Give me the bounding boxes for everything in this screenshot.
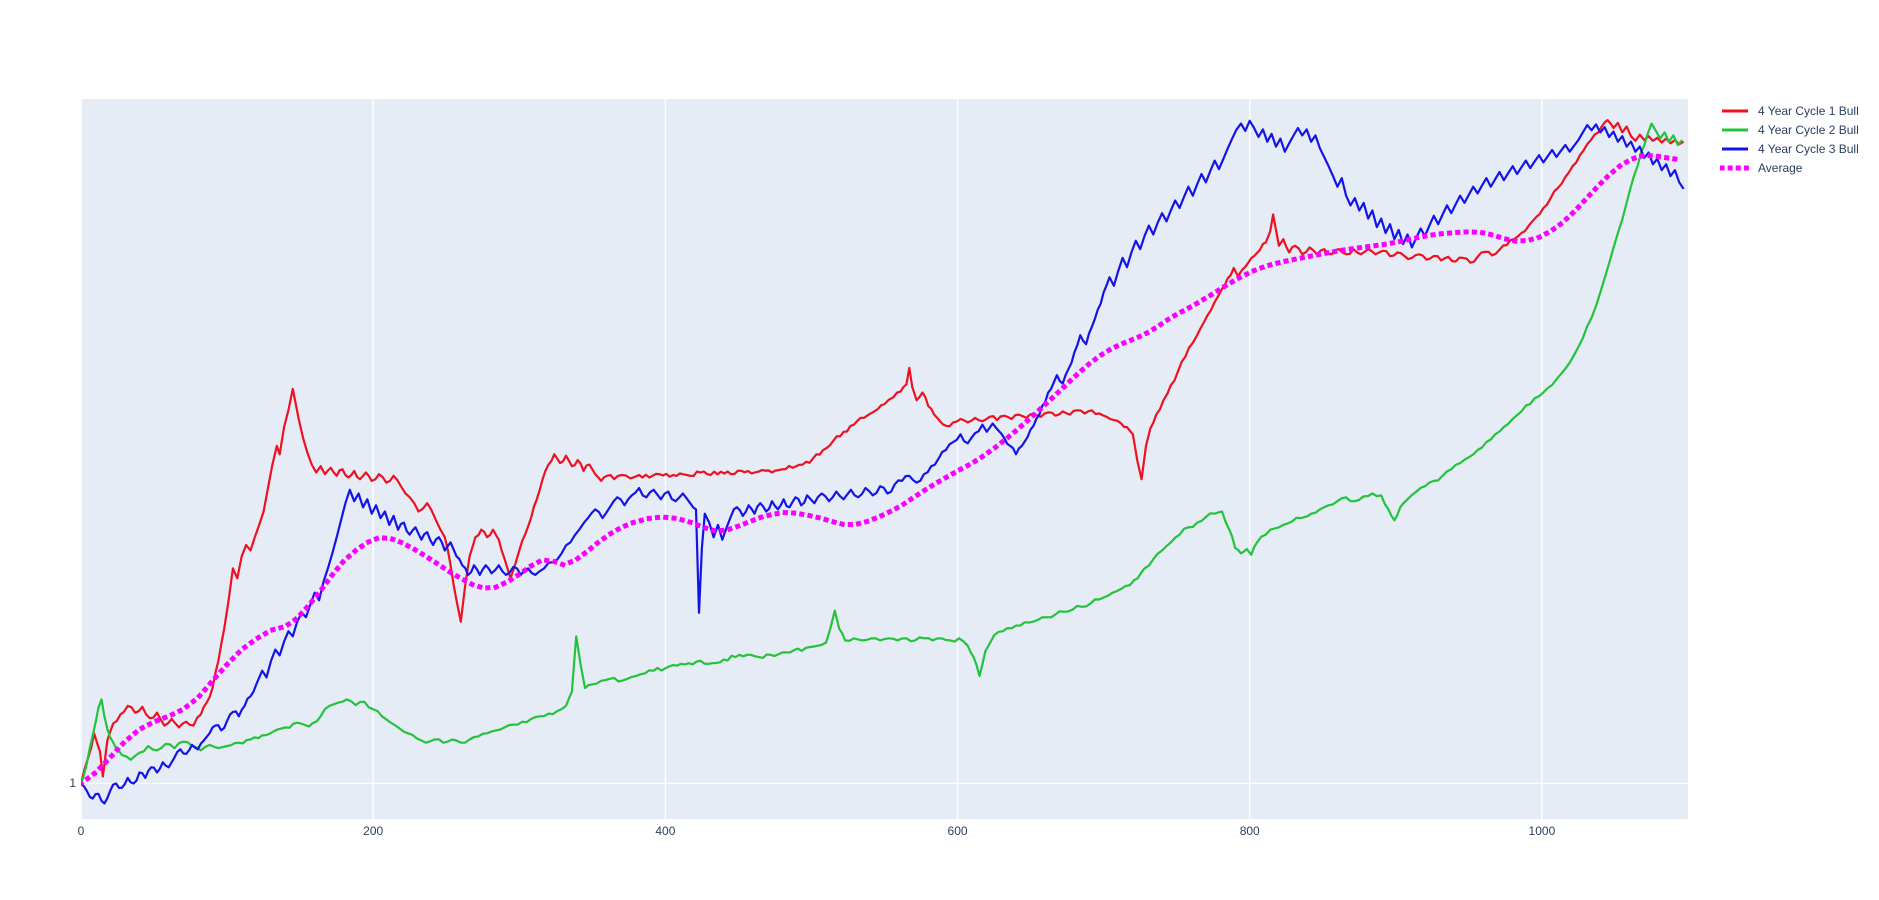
legend-item-4[interactable]: Average — [1720, 158, 1859, 177]
plot-area — [81, 99, 1688, 819]
x-tick-label: 0 — [77, 824, 85, 838]
legend-line-sample — [1722, 128, 1748, 131]
legend-line-sample — [1720, 165, 1750, 170]
legend-label: Average — [1758, 160, 1803, 175]
x-tick-label: 200 — [363, 824, 384, 838]
x-tick-label: 800 — [1239, 824, 1260, 838]
y-tick-label: 1 — [69, 776, 76, 791]
x-tick-label: 1000 — [1528, 824, 1556, 838]
legend-item-1[interactable]: 4 Year Cycle 1 Bull — [1720, 101, 1859, 120]
legend-label: 4 Year Cycle 2 Bull — [1758, 122, 1859, 137]
legend-label: 4 Year Cycle 3 Bull — [1758, 141, 1859, 156]
legend-line-sample — [1722, 109, 1748, 112]
series-line-4 — [81, 152, 1683, 787]
legend: 4 Year Cycle 1 Bull 4 Year Cycle 2 Bull 4 … — [1720, 101, 1859, 177]
legend-item-2[interactable]: 4 Year Cycle 2 Bull — [1720, 120, 1859, 139]
series-line-1 — [81, 119, 1685, 784]
x-tick-label: 600 — [947, 824, 968, 838]
series-layer — [81, 119, 1685, 805]
series-line-2 — [81, 122, 1684, 784]
legend-line-sample — [1722, 147, 1748, 150]
legend-item-3[interactable]: 4 Year Cycle 3 Bull — [1720, 139, 1859, 158]
x-tick-label: 400 — [655, 824, 676, 838]
legend-label: 4 Year Cycle 1 Bull — [1758, 103, 1859, 118]
